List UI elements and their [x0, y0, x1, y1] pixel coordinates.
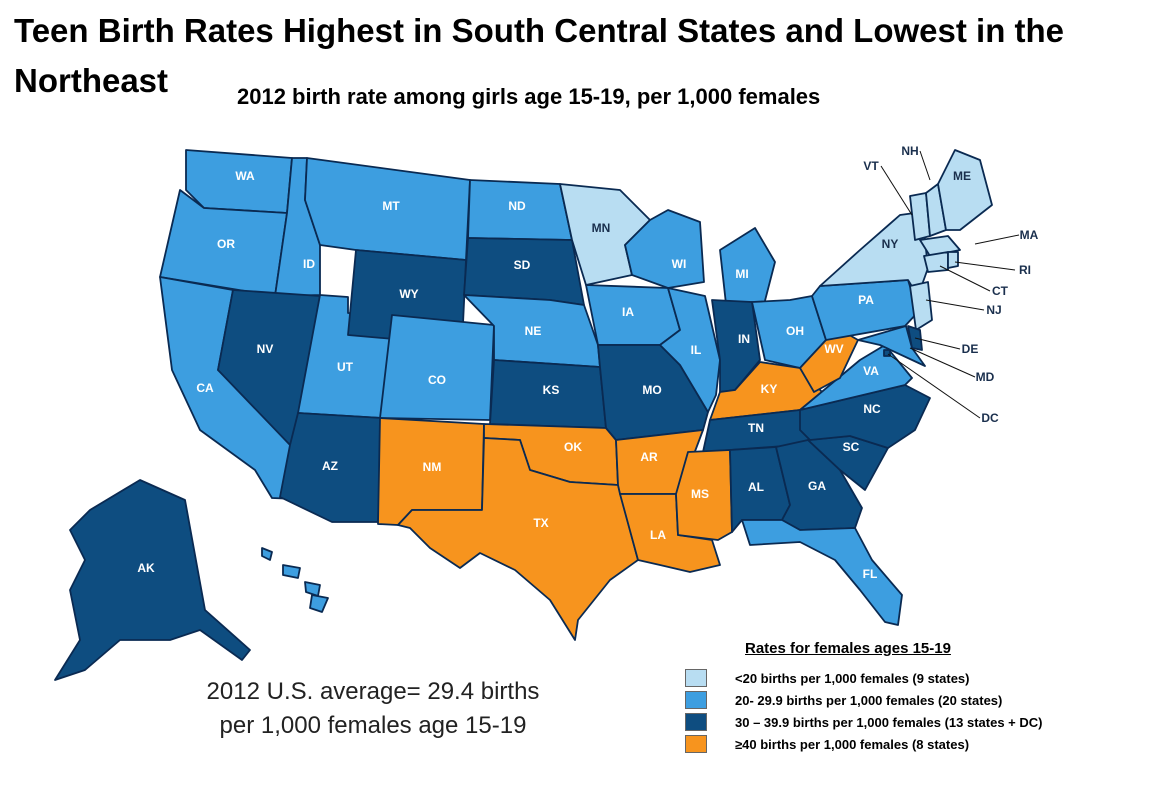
map-subtitle: 2012 birth rate among girls age 15-19, p… — [237, 84, 821, 109]
state-label-md: MD — [976, 370, 995, 384]
state-label-ma: MA — [1020, 228, 1039, 242]
state-label-de: DE — [962, 342, 979, 356]
state-label-me: ME — [953, 169, 971, 183]
state-label-ut: UT — [337, 360, 354, 374]
state-label-mi: MI — [735, 267, 748, 281]
leader-line-nh — [919, 150, 931, 181]
state-wi — [624, 209, 705, 289]
state-hi — [261, 547, 329, 613]
label-leader-lines — [880, 150, 1020, 419]
state-ma — [919, 235, 961, 257]
state-label-co: CO — [428, 373, 446, 387]
state-label-ne: NE — [525, 324, 542, 338]
state-label-ca: CA — [196, 381, 214, 395]
leader-line-ma — [974, 234, 1020, 245]
state-ak — [54, 479, 251, 681]
state-md — [857, 325, 926, 367]
state-label-ri: RI — [1019, 263, 1031, 277]
us-average-line2: per 1,000 females age 15-19 — [219, 712, 527, 739]
leader-line-de — [914, 337, 961, 350]
state-nj — [909, 281, 933, 331]
state-label-in: IN — [738, 332, 750, 346]
state-label-sd: SD — [514, 258, 531, 272]
legend-item-low: 20- 29.9 births per 1,000 females (20 st… — [685, 689, 1125, 711]
legend: Rates for females ages 15-19 <20 births … — [685, 640, 1125, 755]
state-me — [937, 149, 993, 231]
state-label-ny: NY — [882, 237, 899, 251]
state-label-il: IL — [691, 343, 702, 357]
state-fl — [741, 519, 903, 626]
state-label-dc: DC — [981, 411, 999, 425]
states-layer — [54, 149, 993, 681]
state-label-az: AZ — [322, 459, 338, 473]
leader-line-md — [909, 347, 976, 378]
leader-line-ri — [954, 261, 1016, 271]
state-label-tx: TX — [533, 516, 548, 530]
state-label-nd: ND — [508, 199, 526, 213]
legend-label-low: 20- 29.9 births per 1,000 females (20 st… — [735, 692, 1003, 708]
state-label-mo: MO — [642, 383, 661, 397]
state-label-ct: CT — [992, 284, 1009, 298]
state-label-fl: FL — [863, 567, 878, 581]
state-label-nh: NH — [901, 144, 918, 158]
state-label-mt: MT — [382, 199, 400, 213]
state-nc — [799, 384, 931, 449]
state-ct — [923, 251, 949, 273]
state-label-vt: VT — [863, 159, 879, 173]
leader-line-ct — [939, 265, 991, 292]
state-label-ia: IA — [622, 305, 634, 319]
legend-label-highest: ≥40 births per 1,000 females (8 states) — [735, 736, 970, 752]
state-label-wi: WI — [672, 257, 687, 271]
state-label-nv: NV — [257, 342, 274, 356]
state-label-sc: SC — [843, 440, 860, 454]
state-label-nj: NJ — [986, 303, 1001, 317]
state-label-mn: MN — [592, 221, 611, 235]
state-label-wa: WA — [235, 169, 255, 183]
state-labels: WA OR CA ID NV UT AZ MT WY CO NM ND SD NE KS OK TX MN IA MO… — [137, 144, 1038, 620]
state-label-wv: WV — [824, 342, 843, 356]
leader-line-dc — [887, 353, 981, 419]
state-tx — [397, 437, 639, 641]
state-label-ms: MS — [691, 487, 709, 501]
state-label-or: OR — [217, 237, 235, 251]
state-label-oh: OH — [786, 324, 804, 338]
state-label-tn: TN — [748, 421, 764, 435]
state-label-ky: KY — [761, 382, 778, 396]
state-label-id: ID — [303, 257, 315, 271]
legend-item-lowest: <20 births per 1,000 females (9 states) — [685, 667, 1125, 689]
state-label-ar: AR — [640, 450, 658, 464]
state-label-al: AL — [748, 480, 764, 494]
state-label-la: LA — [650, 528, 666, 542]
state-label-nm: NM — [423, 460, 442, 474]
map-title: Teen Birth Rates Highest in South Centra… — [14, 12, 1065, 99]
state-label-ak: AK — [137, 561, 155, 575]
legend-item-high: 30 – 39.9 births per 1,000 females (13 s… — [685, 711, 1125, 733]
state-ri — [947, 251, 959, 269]
legend-title: Rates for females ages 15-19 — [745, 640, 951, 657]
legend-swatch-low — [685, 691, 707, 709]
us-average-note: 2012 U.S. average= 29.4 births per 1,000… — [168, 675, 578, 743]
state-label-va: VA — [863, 364, 879, 378]
legend-swatch-high — [685, 713, 707, 731]
legend-label-lowest: <20 births per 1,000 females (9 states) — [735, 670, 970, 686]
us-average-line1: 2012 U.S. average= 29.4 births — [206, 678, 540, 705]
state-label-hi: HI — [343, 606, 355, 620]
leader-line-vt — [880, 165, 913, 216]
state-label-ok: OK — [564, 440, 582, 454]
state-label-ks: KS — [543, 383, 560, 397]
legend-item-highest: ≥40 births per 1,000 females (8 states) — [685, 733, 1125, 755]
leader-line-nj — [925, 299, 985, 311]
state-il — [659, 287, 721, 413]
legend-swatch-highest — [685, 735, 707, 753]
state-co — [379, 314, 495, 421]
legend-swatch-lowest — [685, 669, 707, 687]
state-label-nc: NC — [863, 402, 881, 416]
state-label-ga: GA — [808, 479, 826, 493]
legend-label-high: 30 – 39.9 births per 1,000 females (13 s… — [735, 714, 1043, 730]
state-label-wy: WY — [399, 287, 418, 301]
state-label-pa: PA — [858, 293, 874, 307]
